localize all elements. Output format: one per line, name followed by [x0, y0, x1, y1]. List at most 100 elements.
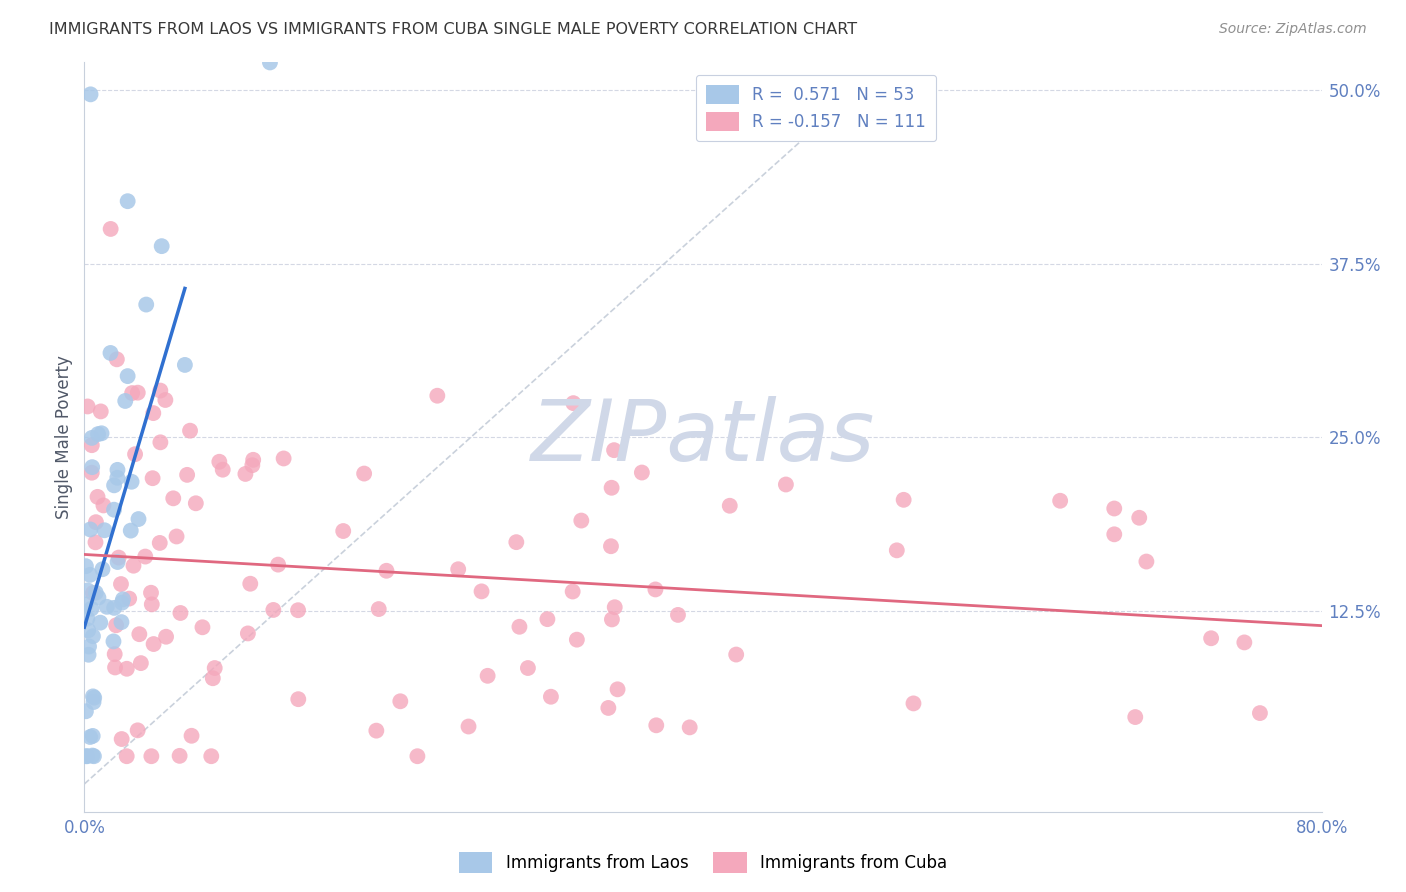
Point: [75, 704, 97, 718]
Point: [84, 585, 107, 599]
Point: [516, 661, 538, 675]
Point: [121, 475, 143, 489]
Text: IMMIGRANTS FROM LAOS VS IMMIGRANTS FROM CUBA SINGLE MALE POVERTY CORRELATION CHA: IMMIGRANTS FROM LAOS VS IMMIGRANTS FROM …: [49, 22, 858, 37]
Point: [201, 671, 224, 685]
Point: [82, 460, 104, 475]
Point: [76, 583, 98, 598]
Point: [886, 543, 908, 558]
Point: [666, 607, 689, 622]
Point: [117, 369, 139, 384]
Point: [79, 87, 101, 102]
Point: [76, 611, 98, 625]
Point: [110, 577, 132, 591]
Point: [155, 630, 177, 644]
Y-axis label: Single Male Poverty: Single Male Poverty: [55, 355, 73, 519]
Point: [1128, 510, 1150, 524]
Point: [76, 400, 98, 414]
Point: [725, 648, 748, 662]
Point: [893, 492, 915, 507]
Point: [508, 620, 530, 634]
Point: [903, 697, 925, 711]
Point: [236, 626, 259, 640]
Point: [75, 598, 97, 612]
Point: [262, 603, 284, 617]
Point: [200, 749, 222, 764]
Point: [562, 396, 585, 410]
Point: [775, 477, 797, 491]
Point: [107, 555, 129, 569]
Point: [1049, 493, 1071, 508]
Point: [208, 455, 231, 469]
Point: [569, 514, 592, 528]
Point: [176, 467, 198, 482]
Point: [600, 612, 623, 626]
Point: [150, 239, 173, 253]
Point: [273, 451, 295, 466]
Point: [91, 562, 114, 576]
Point: [79, 730, 101, 744]
Point: [366, 723, 388, 738]
Point: [389, 694, 412, 708]
Point: [82, 729, 104, 743]
Point: [139, 586, 162, 600]
Point: [84, 515, 107, 529]
Point: [1104, 527, 1126, 541]
Point: [600, 481, 623, 495]
Point: [100, 222, 122, 236]
Point: [82, 629, 104, 643]
Point: [105, 618, 128, 632]
Point: [104, 647, 127, 661]
Point: [600, 539, 623, 553]
Point: [267, 558, 290, 572]
Point: [645, 718, 668, 732]
Point: [631, 466, 654, 480]
Point: [149, 435, 172, 450]
Point: [122, 558, 145, 573]
Point: [135, 297, 157, 311]
Point: [134, 549, 156, 564]
Point: [142, 471, 165, 485]
Point: [470, 584, 492, 599]
Point: [142, 406, 165, 420]
Point: [1104, 501, 1126, 516]
Point: [287, 603, 309, 617]
Point: [118, 591, 141, 606]
Point: [111, 732, 134, 747]
Point: [96, 599, 118, 614]
Point: [426, 389, 449, 403]
Point: [155, 392, 177, 407]
Point: [79, 567, 101, 582]
Point: [83, 690, 105, 705]
Point: [86, 490, 108, 504]
Point: [1233, 635, 1256, 649]
Point: [211, 463, 233, 477]
Point: [104, 660, 127, 674]
Point: [127, 512, 149, 526]
Point: [80, 601, 103, 615]
Point: [80, 438, 103, 452]
Point: [87, 427, 110, 442]
Point: [103, 502, 125, 516]
Point: [129, 656, 152, 670]
Point: [179, 424, 201, 438]
Point: [536, 612, 558, 626]
Point: [75, 749, 97, 764]
Point: [127, 385, 149, 400]
Point: [83, 749, 105, 764]
Point: [142, 637, 165, 651]
Point: [603, 600, 626, 615]
Point: [105, 471, 128, 485]
Point: [1135, 555, 1157, 569]
Point: [76, 749, 98, 764]
Point: [169, 748, 191, 763]
Point: [149, 536, 172, 550]
Point: [477, 669, 499, 683]
Point: [111, 596, 134, 610]
Text: Source: ZipAtlas.com: Source: ZipAtlas.com: [1219, 22, 1367, 37]
Point: [103, 478, 125, 492]
Point: [561, 584, 583, 599]
Point: [107, 463, 129, 477]
Point: [77, 640, 100, 654]
Point: [239, 576, 262, 591]
Point: [184, 496, 207, 510]
